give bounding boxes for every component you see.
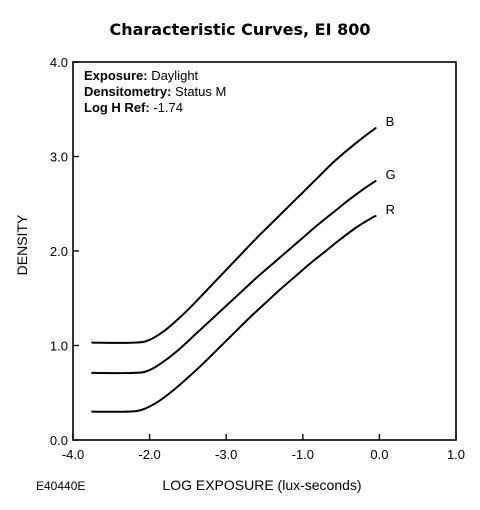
x-tick-label: 1.0 [447,447,465,462]
x-tick-label: 0.0 [370,447,388,462]
x-tick-label: -2.0 [138,447,160,462]
y-tick-label: 2.0 [50,244,68,259]
curve-b [91,127,377,344]
figure-code: E40440E [36,479,85,493]
x-tick-label: -4.0 [62,447,84,462]
curve-label-g: G [386,167,396,182]
curves-group [91,127,377,413]
y-tick-label: 1.0 [50,339,68,354]
y-tick-label: 3.0 [50,150,68,165]
y-axis-label: DENSITY [14,214,30,275]
plot-frame [72,61,457,441]
x-tick-label: -3.0 [215,447,237,462]
y-tick-label: 0.0 [50,433,68,448]
info-log-h-ref: Log H Ref: -1.74 [84,100,183,115]
curve-label-r: R [386,202,395,217]
curve-g [91,180,377,375]
info-exposure: Exposure: Daylight [84,68,199,83]
x-axis-label: LOG EXPOSURE (lux-seconds) [162,477,361,493]
x-tick-label: -1.0 [292,447,314,462]
curve-labels-group: B G R [386,114,396,217]
curve-label-b: B [386,114,395,129]
curve-r [91,215,377,413]
x-axis-ticks: -4.0 -2.0 -3.0 -1.0 0.0 1.0 [62,434,465,462]
y-axis-ticks: 0.0 1.0 2.0 3.0 4.0 [50,55,79,448]
info-densitometry: Densitometry: Status M [84,84,226,99]
chart-title: Characteristic Curves, EI 800 [109,20,370,39]
y-tick-label: 4.0 [50,55,68,70]
